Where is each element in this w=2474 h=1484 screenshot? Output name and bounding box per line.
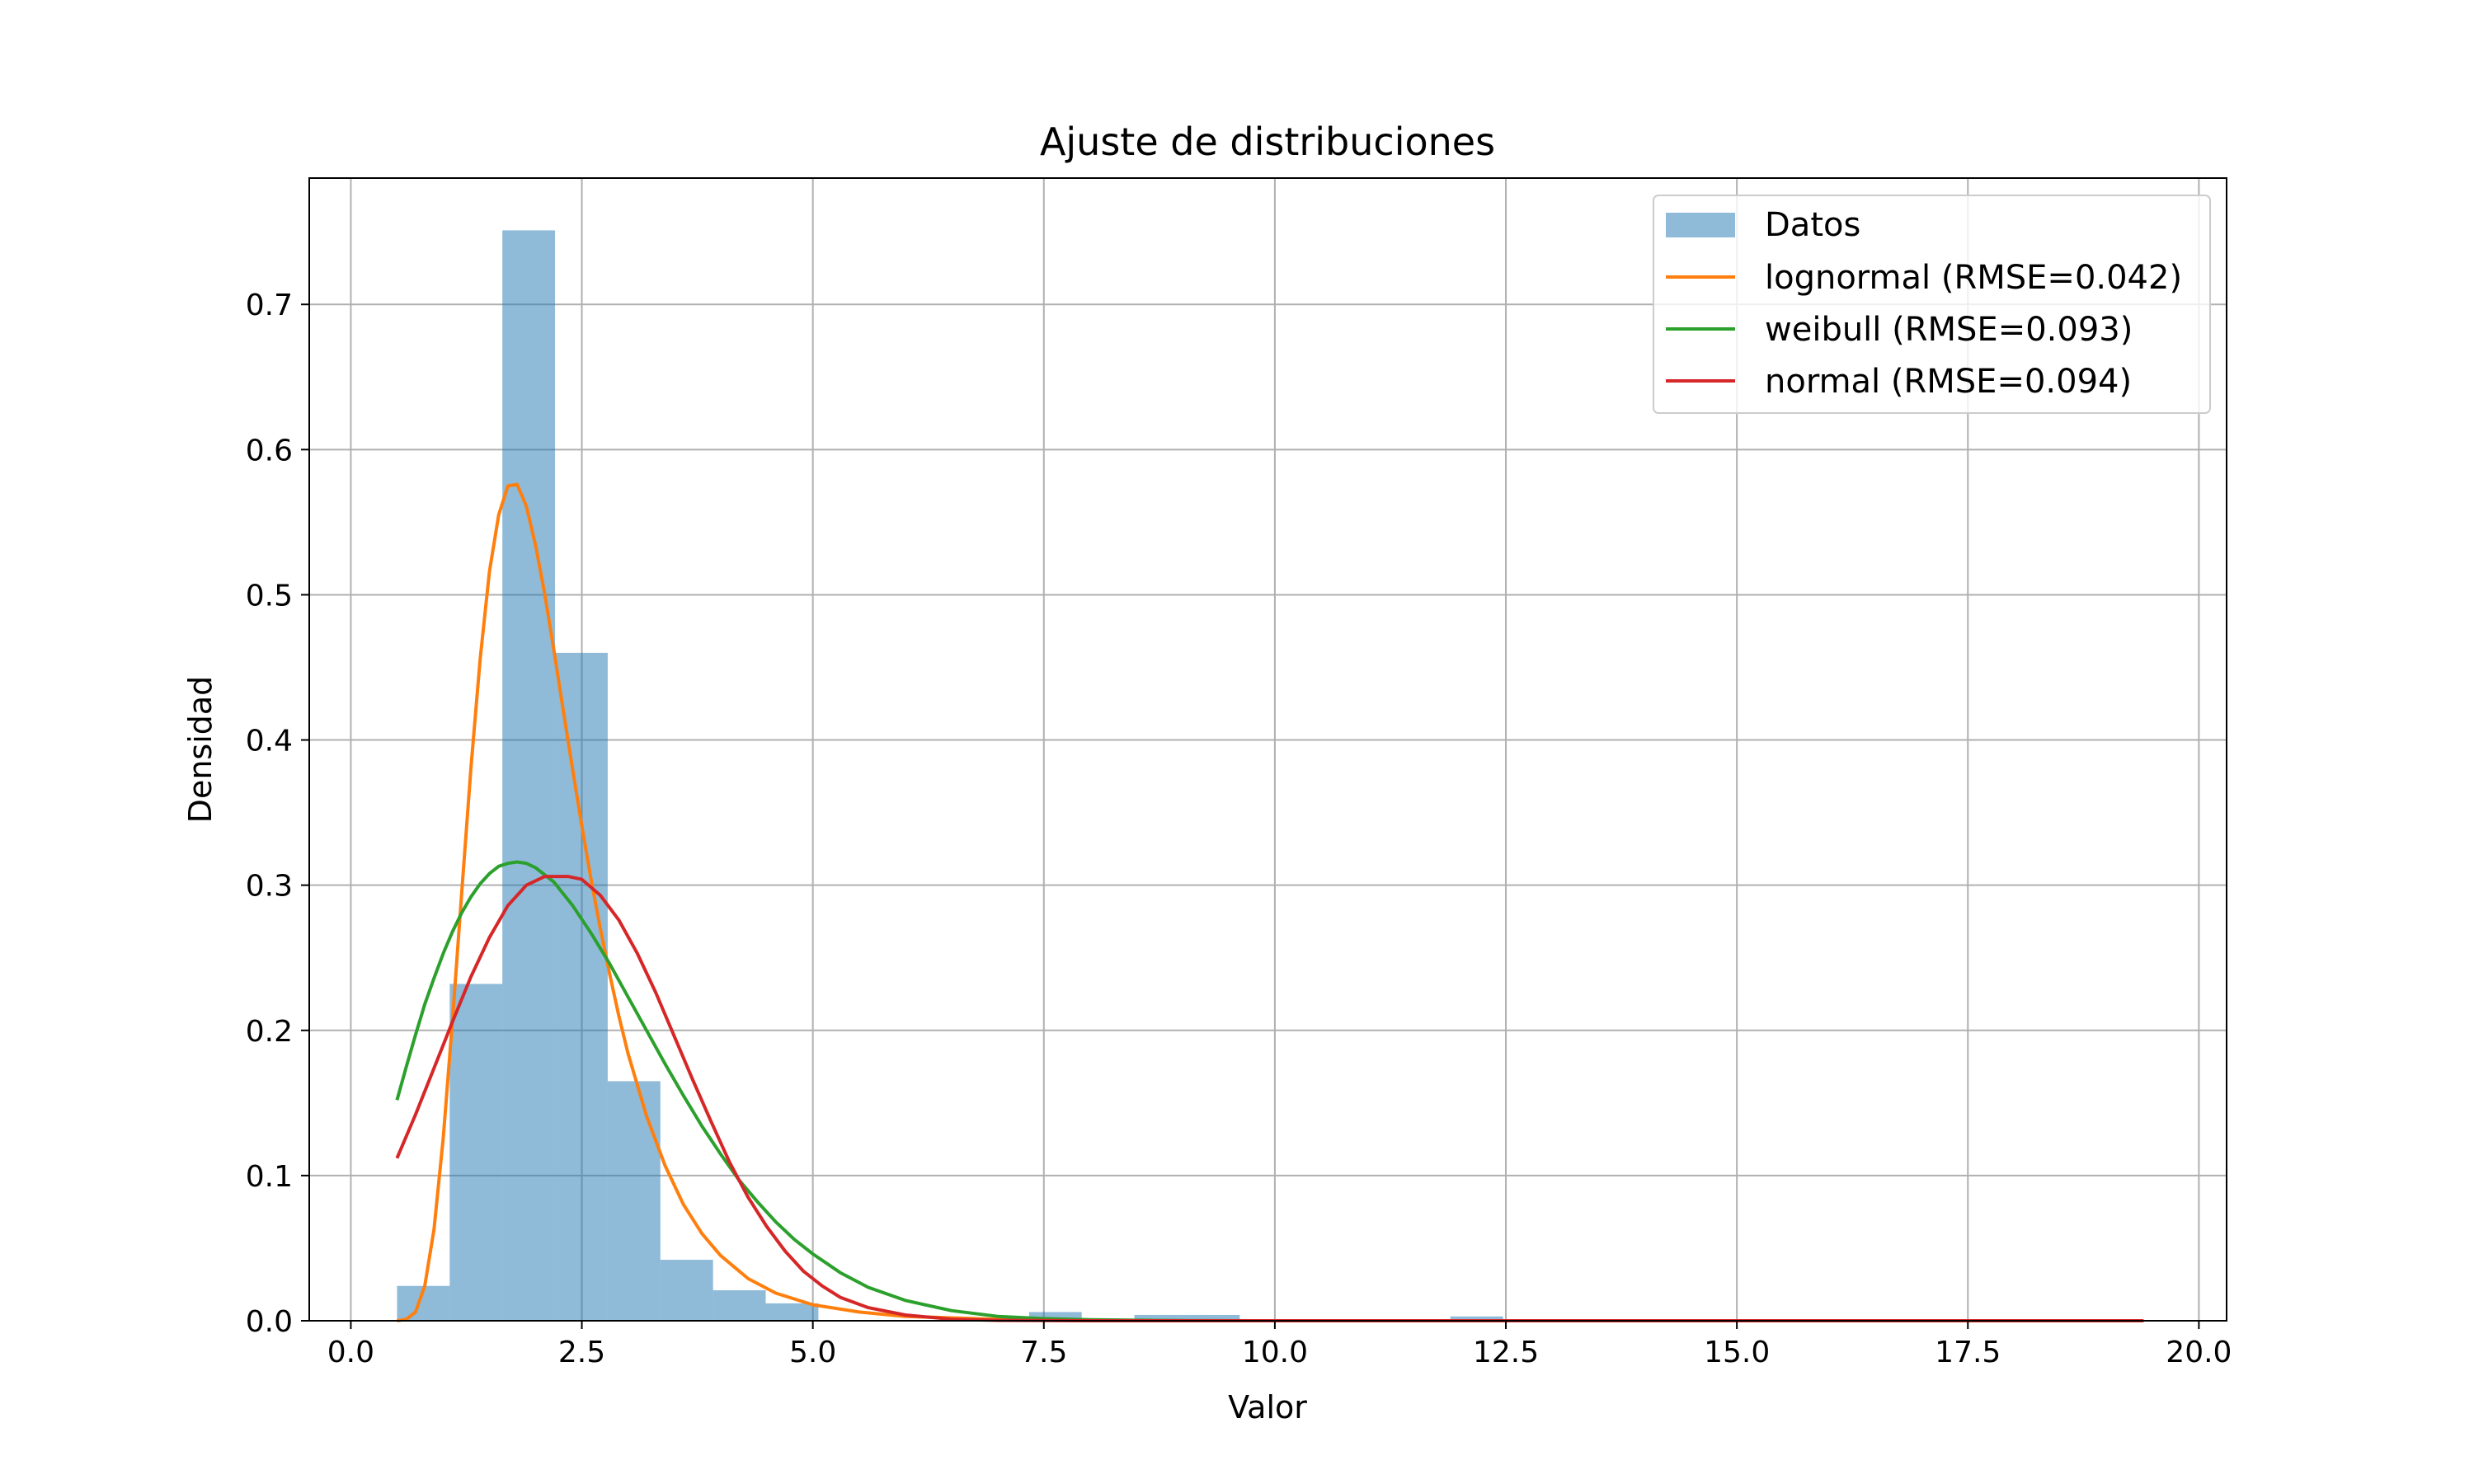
histogram-bar [502,230,556,1321]
y-tick-label: 0.4 [246,725,293,758]
y-tick-label: 0.3 [246,870,293,904]
legend-label-normal: normal (RMSE=0.094) [1765,363,2132,401]
histogram-bar [1187,1314,1240,1321]
y-tick-label: 0.0 [246,1305,293,1339]
x-axis-label: Valor [1228,1389,1307,1425]
histogram-bar [713,1290,766,1321]
legend-label-lognormal: lognormal (RMSE=0.042) [1765,259,2182,297]
legend: Datos lognormal (RMSE=0.042) weibull (RM… [1653,195,2211,414]
y-tick-label: 0.5 [246,579,293,613]
legend-label-datos: Datos [1765,206,1860,244]
x-tick-label: 20.0 [2166,1336,2232,1369]
y-tick-label: 0.2 [246,1015,293,1049]
legend-box [1653,195,2211,414]
histogram-bar [555,652,608,1321]
histogram-bar [449,984,503,1321]
fit-lines [395,482,2144,1322]
histogram-bar [660,1260,713,1321]
legend-label-weibull: weibull (RMSE=0.093) [1765,311,2133,349]
x-tick-label: 5.0 [789,1336,836,1369]
series-line [395,875,2144,1322]
x-tick-label: 12.5 [1473,1336,1539,1369]
histogram-bar [1028,1312,1082,1321]
x-tick-label: 17.5 [1935,1336,2001,1369]
y-tick-label: 0.7 [246,289,293,322]
histogram-bar [607,1081,661,1321]
histogram-bar [1450,1316,1503,1321]
histogram-bar [765,1303,819,1321]
y-tick-label: 0.1 [246,1160,293,1194]
ticks: 0.0 2.5 5.0 7.5 10.0 12.5 15.0 17.5 20.0 0.0 0.1 0.… [246,289,2232,1369]
x-tick-label: 10.0 [1242,1336,1308,1369]
legend-swatch-datos [1666,213,1735,237]
plot-frame [308,177,2227,1322]
x-tick-label: 2.5 [558,1336,605,1369]
chart-title: Ajuste de distribuciones [1040,120,1495,164]
y-tick-label: 0.6 [246,434,293,467]
y-axis-label: Densidad [182,676,219,824]
x-tick-label: 15.0 [1704,1336,1770,1369]
histogram-bars [397,230,1503,1321]
x-tick-label: 7.5 [1020,1336,1067,1369]
histogram-bar [1134,1314,1188,1321]
x-tick-label: 0.0 [327,1336,374,1369]
series-line [395,860,2144,1322]
